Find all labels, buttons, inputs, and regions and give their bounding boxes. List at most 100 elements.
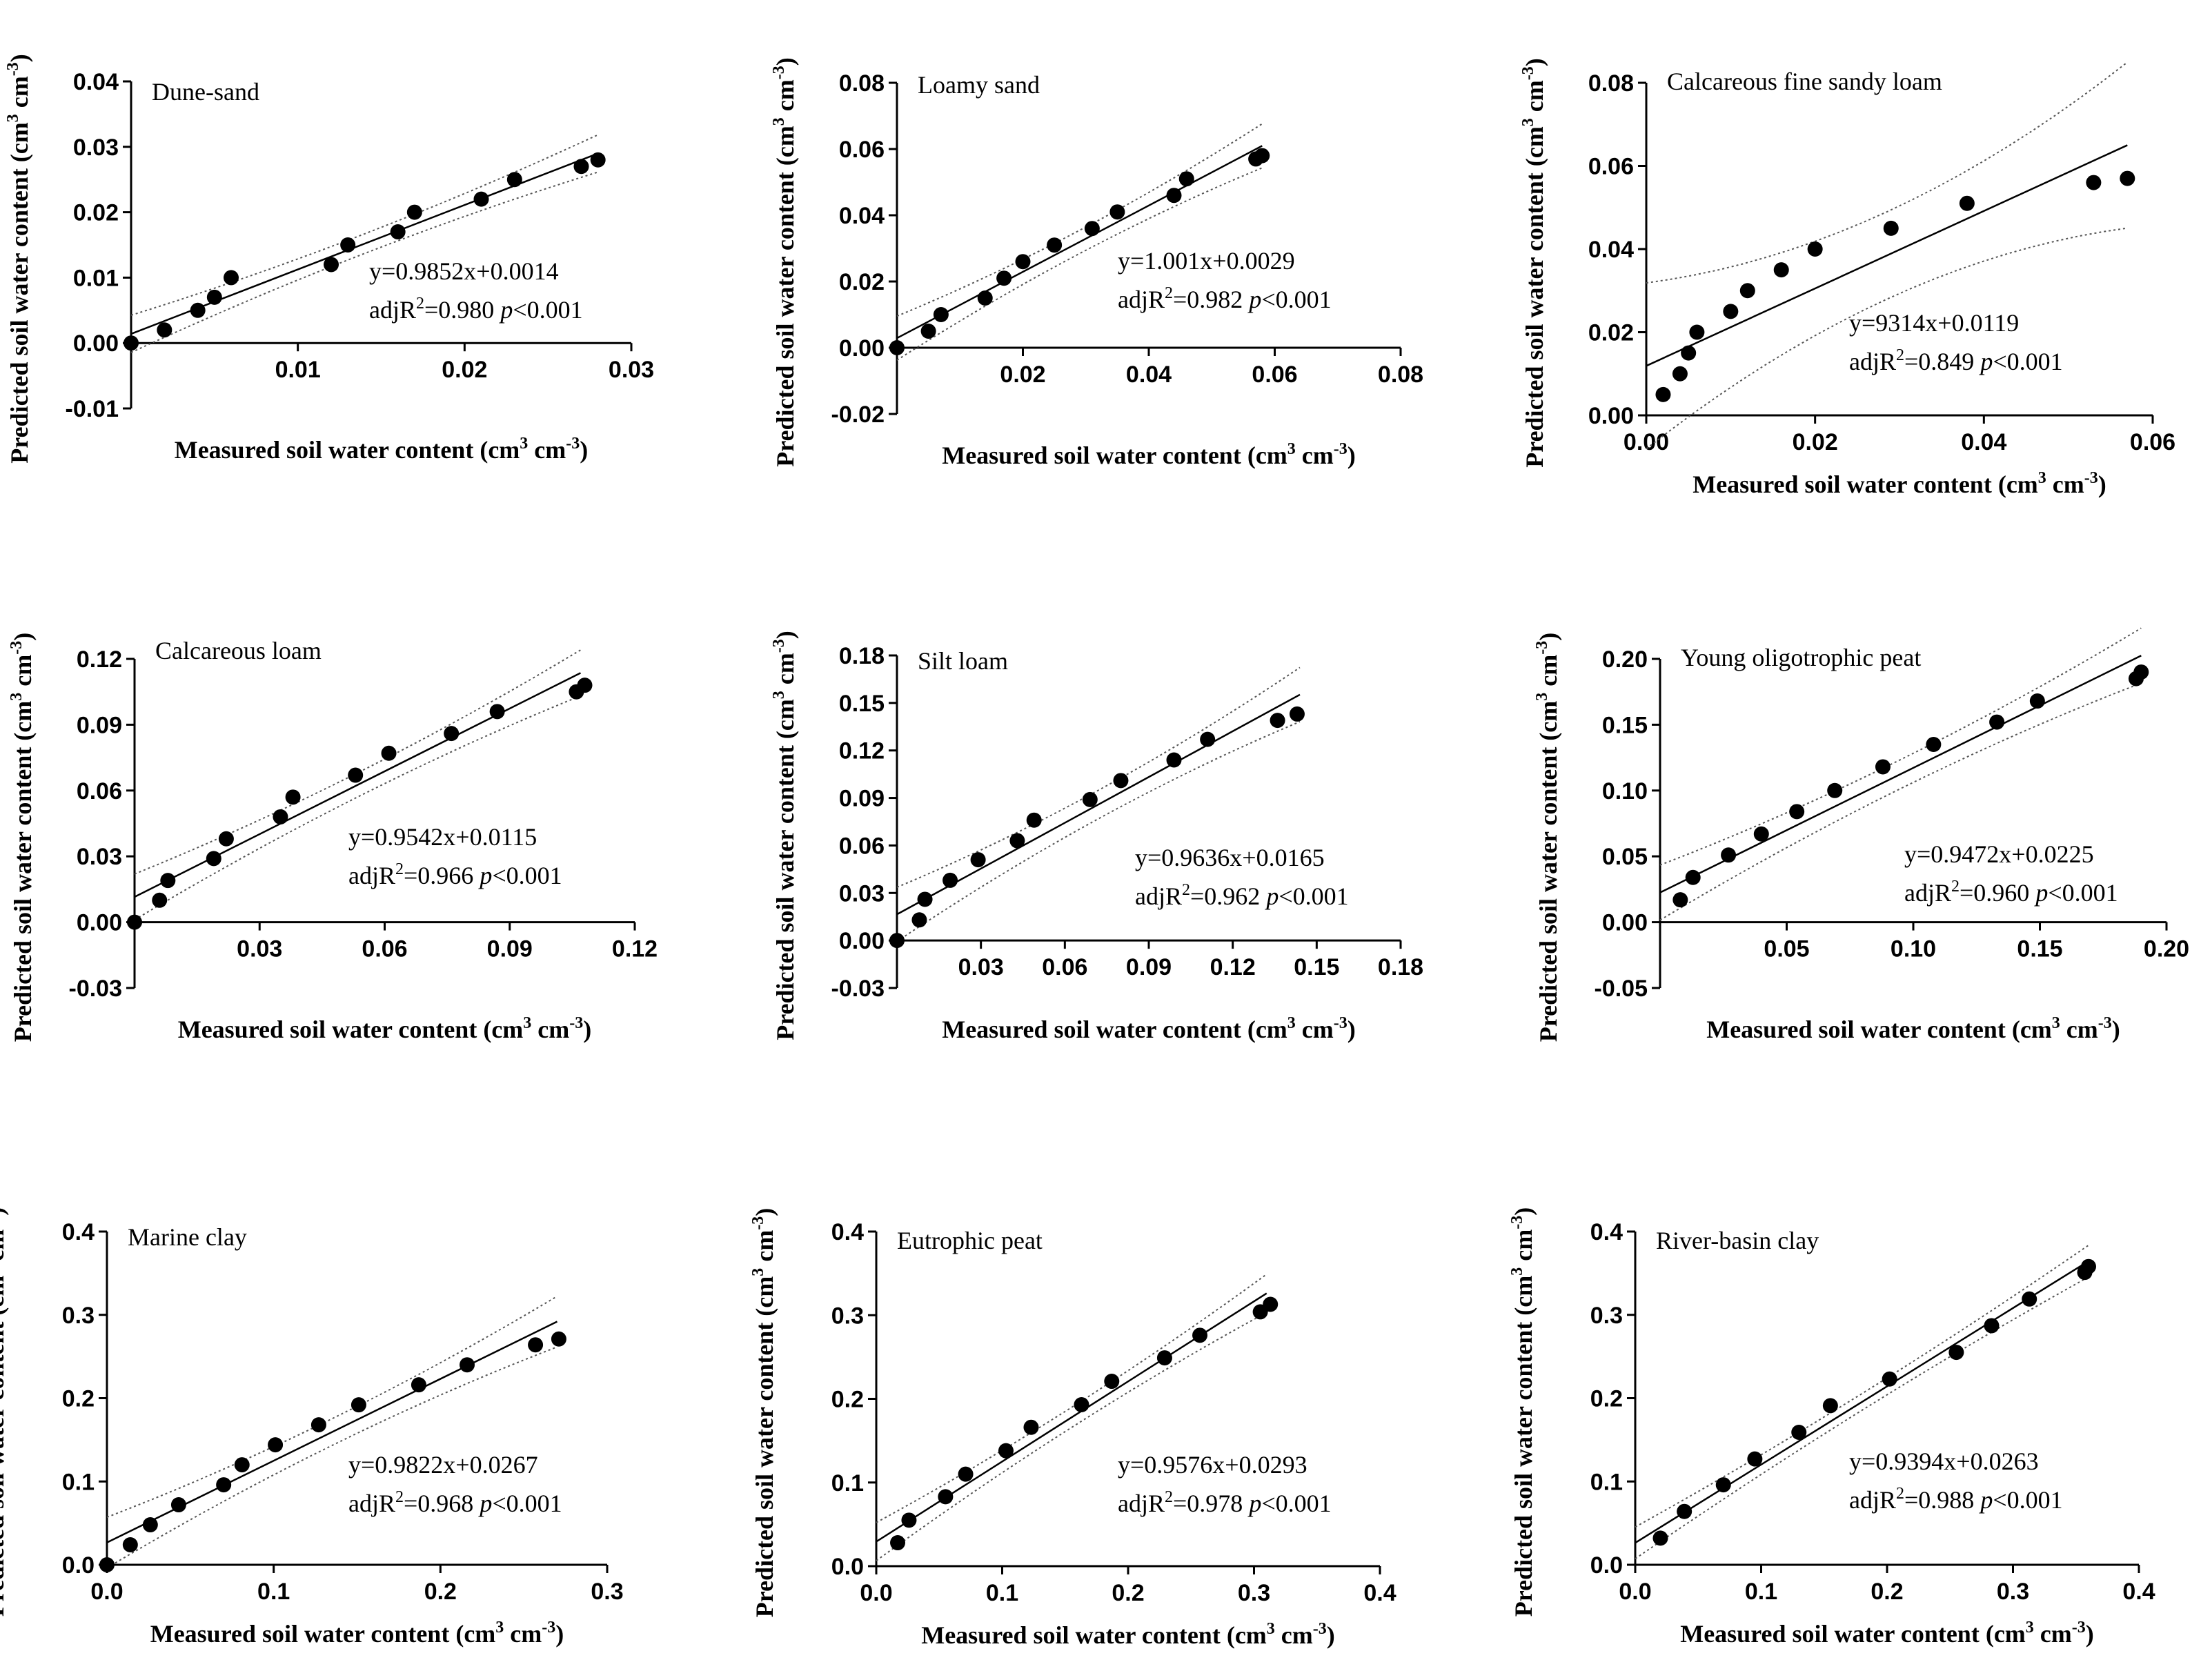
- data-point: [996, 270, 1012, 286]
- confidence-upper: [876, 1274, 1267, 1523]
- scatter-plot: -0.03 0.00 0.03 0.06 0.09 0.12 0.15 0.18 0.03 0.0…: [770, 631, 1423, 1043]
- x-tick-label: 0.02: [1793, 429, 1838, 455]
- data-point: [1882, 1371, 1897, 1387]
- regression-equation: y=1.001x+0.0029: [1118, 247, 1295, 275]
- data-point: [1026, 812, 1042, 828]
- x-tick-label: 0.00: [1623, 429, 1669, 455]
- plot-title: Young oligotrophic peat: [1681, 644, 1921, 671]
- x-tick-label: 0.03: [609, 357, 654, 383]
- data-point: [216, 1477, 232, 1493]
- data-point: [1926, 737, 1942, 753]
- scatter-plot: -0.03 0.00 0.03 0.06 0.09 0.12 0.03 0.06 0.09 0.1…: [8, 633, 658, 1043]
- data-point: [1113, 773, 1129, 789]
- data-point: [528, 1337, 544, 1353]
- data-point: [234, 1457, 250, 1473]
- data-point: [324, 257, 339, 273]
- x-tick-label: 0.02: [1000, 362, 1045, 388]
- r-squared-label: adjR2=0.988 p<0.001: [1849, 1485, 2063, 1514]
- plot-title: Calcareous loam: [155, 637, 322, 664]
- data-point: [1156, 1350, 1172, 1366]
- data-point: [998, 1443, 1014, 1459]
- data-point: [1773, 262, 1789, 278]
- data-point: [1289, 706, 1305, 722]
- y-tick-label: -0.01: [66, 396, 119, 422]
- chart-panel-8: 0.0 0.1 0.2 0.3 0.4 0.0 0.1 0.2 0.3 0.4 Eutrophic …: [733, 1118, 1467, 1677]
- y-tick-label: 0.4: [62, 1219, 95, 1245]
- data-point: [1023, 1419, 1039, 1435]
- data-point: [573, 159, 589, 175]
- data-point: [224, 270, 239, 286]
- data-point: [160, 873, 176, 889]
- y-tick-label: 0.0: [1590, 1552, 1623, 1579]
- data-point: [406, 204, 422, 220]
- chart-panel-1: -0.01 0.00 0.01 0.02 0.03 0.04 0.01 0.02 0.03 Dun…: [0, 0, 733, 559]
- regression-equation: y=0.9472x+0.0225: [1904, 840, 2094, 868]
- y-tick-label: 0.00: [1588, 403, 1634, 429]
- confidence-upper: [1646, 61, 2128, 284]
- data-point: [1789, 804, 1805, 820]
- confidence-lower: [1659, 682, 2142, 921]
- y-tick-label: 0.2: [62, 1386, 95, 1412]
- data-point: [1677, 1503, 1692, 1519]
- y-tick-label: 0.04: [73, 69, 119, 95]
- x-tick-label: 0.12: [612, 936, 658, 962]
- y-tick-label: 0.1: [1590, 1469, 1623, 1495]
- data-point: [1747, 1451, 1763, 1467]
- data-point: [1655, 386, 1671, 402]
- data-point: [1254, 148, 1270, 164]
- data-point: [99, 1557, 115, 1572]
- data-point: [577, 678, 593, 693]
- y-axis-title: Predicted soil water content (cm3 cm-3): [1533, 633, 1562, 1042]
- data-point: [206, 289, 222, 305]
- x-tick-label: 0.03: [958, 954, 1004, 980]
- x-tick-label: 0.4: [2122, 1579, 2155, 1605]
- data-point: [170, 1497, 186, 1513]
- x-tick-label: 0.4: [1363, 1580, 1396, 1606]
- data-point: [157, 322, 172, 338]
- x-tick-label: 0.05: [1764, 936, 1809, 962]
- chart-panel-4: -0.03 0.00 0.03 0.06 0.09 0.12 0.03 0.06 0.09 0.1…: [0, 559, 733, 1118]
- data-point: [340, 237, 356, 253]
- x-axis-title: Measured soil water content (cm3 cm-3): [1680, 1619, 2094, 1648]
- data-point: [1178, 171, 1194, 187]
- data-point: [2120, 170, 2135, 186]
- y-tick-label: 0.08: [1588, 70, 1634, 97]
- y-tick-label: 0.01: [73, 265, 119, 291]
- data-point: [1681, 345, 1697, 361]
- x-tick-label: 0.01: [275, 357, 321, 383]
- scatter-plot: 0.00 0.02 0.04 0.06 0.08 0.00 0.02 0.04 0.06 Calc…: [1519, 58, 2175, 498]
- data-point: [1984, 1318, 2000, 1334]
- y-tick-label: 0.10: [1602, 778, 1648, 804]
- data-point: [190, 302, 206, 318]
- y-tick-label: 0.2: [1590, 1386, 1623, 1412]
- x-tick-label: 0.3: [1238, 1580, 1270, 1606]
- y-tick-label: 0.00: [73, 330, 119, 357]
- y-tick-label: 0.4: [1590, 1219, 1623, 1245]
- y-tick-label: -0.05: [1595, 976, 1648, 1002]
- r-squared-label: adjR2=0.978 p<0.001: [1118, 1488, 1332, 1517]
- data-point: [938, 1489, 954, 1505]
- plot-title: Silt loam: [918, 647, 1008, 675]
- data-point: [1166, 188, 1182, 204]
- confidence-upper: [130, 134, 599, 316]
- confidence-lower: [1646, 227, 2128, 450]
- x-tick-label: 0.3: [591, 1579, 623, 1605]
- confidence-lower: [106, 1346, 557, 1569]
- data-point: [506, 172, 522, 188]
- data-point: [1721, 847, 1737, 863]
- regression-line: [896, 693, 1301, 916]
- plot-title: Eutrophic peat: [897, 1227, 1043, 1254]
- r-squared-label: adjR2=0.849 p<0.001: [1849, 346, 2063, 375]
- r-squared-label: adjR2=0.980 p<0.001: [369, 295, 583, 324]
- x-tick-label: 0.06: [1252, 362, 1297, 388]
- data-point: [590, 152, 606, 168]
- chart-panel-7: 0.0 0.1 0.2 0.3 0.4 0.0 0.1 0.2 0.3 Marine clay y=…: [0, 1118, 733, 1677]
- x-axis-title: Measured soil water content (cm3 cm-3): [921, 1620, 1335, 1649]
- x-axis-title: Measured soil water content (cm3 cm-3): [150, 1619, 564, 1648]
- data-point: [1875, 759, 1891, 775]
- data-point: [1047, 237, 1063, 253]
- data-point: [1109, 204, 1125, 220]
- regression-equation: y=0.9822x+0.0267: [348, 1451, 538, 1479]
- x-tick-label: 0.10: [1891, 936, 1936, 962]
- x-tick-label: 0.2: [1112, 1580, 1144, 1606]
